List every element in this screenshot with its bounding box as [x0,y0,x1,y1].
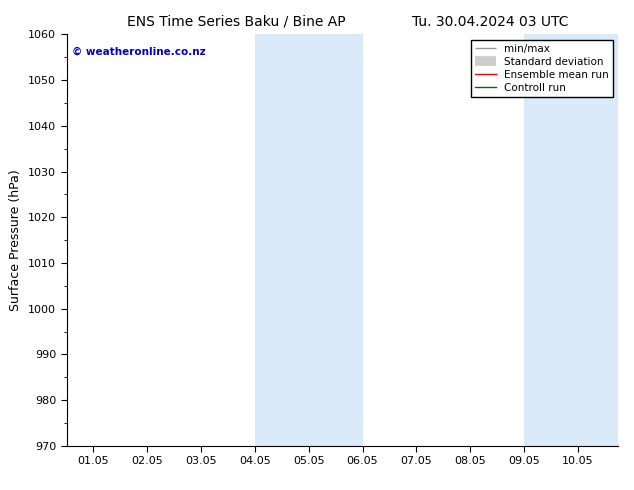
Text: Tu. 30.04.2024 03 UTC: Tu. 30.04.2024 03 UTC [412,15,569,29]
Y-axis label: Surface Pressure (hPa): Surface Pressure (hPa) [10,169,22,311]
Bar [524,34,618,446]
Text: © weatheronline.co.nz: © weatheronline.co.nz [72,47,206,57]
Text: ENS Time Series Baku / Bine AP: ENS Time Series Baku / Bine AP [127,15,346,29]
Bar [255,34,363,446]
Legend: min/max, Standard deviation, Ensemble mean run, Controll run: min/max, Standard deviation, Ensemble me… [470,40,613,97]
